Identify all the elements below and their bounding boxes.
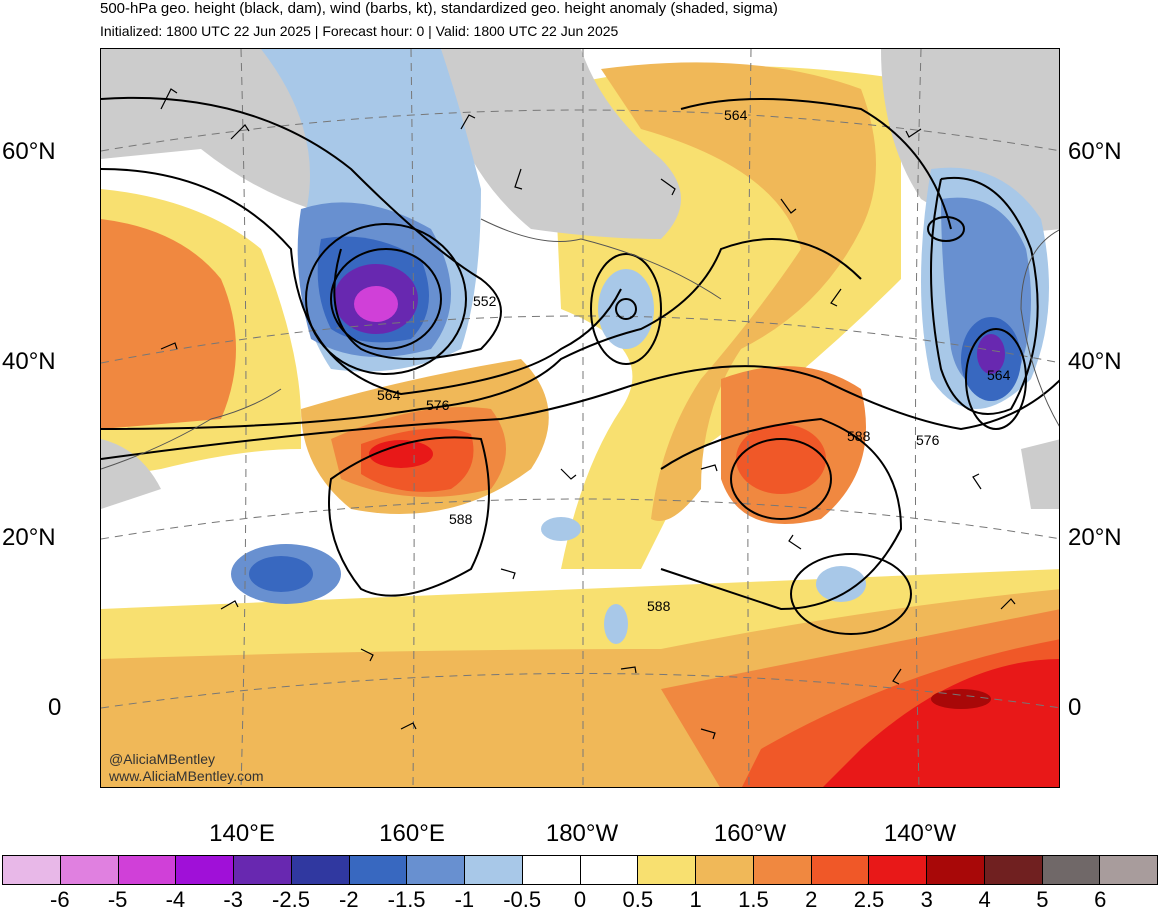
contour-label: 576 [426, 397, 450, 413]
lat-label-right: 40°N [1068, 348, 1122, 375]
land-kamchatka-region [441, 49, 681, 239]
anomaly-low-tropics-west-core [249, 556, 313, 592]
colorbar-cell [984, 856, 1043, 884]
graticule [101, 49, 1059, 787]
colorbar-cell [60, 856, 119, 884]
colorbar-cell [291, 856, 350, 884]
colorbar-cell [522, 856, 581, 884]
chart-subtitle: Initialized: 1800 UTC 22 Jun 2025 | Fore… [100, 23, 619, 39]
land-north-america-coast [1021, 439, 1059, 509]
colorbar-tick-label: -0.5 [503, 887, 542, 912]
lon-label: 160°E [379, 820, 445, 847]
anomaly-subtropical-high-west-max [369, 440, 433, 468]
colorbar-cell [349, 856, 408, 884]
map-panel: 564 552 564 576 588 588 588 564 576 @Ali… [100, 48, 1060, 788]
anomaly-low-tropics-east [816, 566, 866, 602]
contour-label: 564 [987, 367, 1011, 383]
contour-label: 564 [377, 387, 401, 403]
colorbar-cell [3, 856, 61, 884]
colorbar-cell [1100, 856, 1157, 884]
lon-label: 140°W [883, 820, 957, 847]
colorbar-tick-label: 5 [1036, 887, 1049, 912]
colorbar-cell [1042, 856, 1101, 884]
anomaly-equatorial-max [931, 689, 991, 709]
colorbar [2, 855, 1158, 885]
colorbar-cell [176, 856, 234, 884]
contour-label: 588 [449, 511, 473, 527]
contour-label: 576 [916, 432, 940, 448]
colorbar-cell [927, 856, 985, 884]
lat-label-right: 60°N [1068, 138, 1122, 165]
height-contours [101, 96, 1059, 635]
map-svg [101, 49, 1059, 787]
colorbar-tick-label: -2.5 [272, 887, 310, 912]
wind-barbs [160, 88, 1016, 740]
contour-label: 588 [847, 428, 871, 444]
anomaly-trough-west-core [354, 286, 398, 322]
lat-label-right: 20°N [1068, 524, 1122, 551]
lon-label: 160°W [713, 820, 787, 847]
colorbar-cell [811, 856, 870, 884]
lat-label-left: 60°N [2, 138, 56, 165]
colorbar-tick-label: -2 [339, 887, 359, 912]
anomaly-west-orange [101, 219, 236, 429]
colorbar-tick-label: -1 [454, 887, 475, 912]
colorbar-cell [234, 856, 292, 884]
colorbar-cell [465, 856, 523, 884]
colorbar-tick-label: 2 [805, 887, 818, 912]
lon-label: 140°E [209, 820, 275, 847]
colorbar-cell [580, 856, 639, 884]
anomaly-cutoff-low [598, 269, 654, 349]
colorbar-tick-label: 2.5 [853, 887, 885, 912]
anomaly-subtropical-high-east-core [736, 424, 826, 494]
colorbar-tick-label: -3 [223, 887, 243, 912]
colorbar-tick-label: -4 [165, 887, 186, 912]
colorbar-cell [118, 856, 177, 884]
coastlines [101, 218, 1059, 470]
colorbar-tick-label: 0 [573, 887, 587, 912]
anomaly-low-tropics-central [604, 604, 628, 644]
anomaly-low-tropics-small [541, 517, 581, 541]
colorbar-cell [753, 856, 812, 884]
colorbar-tick-label: -5 [107, 887, 128, 912]
contour-label: 588 [647, 598, 671, 614]
colorbar-tick-label: 1.5 [738, 887, 769, 912]
lat-label-left: 20°N [2, 524, 56, 551]
lat-label-right: 0 [1068, 694, 1082, 721]
anomaly-ridge-orange [601, 62, 876, 521]
contour-label: 552 [473, 293, 497, 309]
land-siberia [101, 49, 341, 209]
anomaly-equatorial-hot [823, 659, 1059, 787]
lon-label: 180°W [545, 820, 619, 847]
colorbar-cell [407, 856, 465, 884]
contour-label: 564 [723, 107, 749, 123]
colorbar-cell [696, 856, 754, 884]
colorbar-cell [869, 856, 927, 884]
anomaly-trough-east-core [977, 334, 1005, 374]
colorbar-tick-label: -6 [50, 887, 70, 912]
chart-title: 500-hPa geo. height (black, dam), wind (… [100, 0, 778, 17]
colorbar-tick-label: 3 [920, 887, 933, 912]
watermark-handle: @AliciaMBentley [109, 751, 216, 767]
watermark-url: www.AliciaMBentley.com [109, 768, 264, 784]
colorbar-tick-label: 6 [1094, 887, 1107, 912]
colorbar-tick-label: 4 [978, 887, 991, 912]
lat-label-left: 40°N [2, 348, 56, 375]
colorbar-tick-label: 1 [689, 887, 702, 912]
colorbar-cell [638, 856, 696, 884]
colorbar-tick-label: 0.5 [622, 887, 654, 912]
lat-label-left: 0 [48, 694, 62, 721]
land-canada [881, 49, 1059, 231]
colorbar-tick-label: -1.5 [387, 887, 426, 912]
